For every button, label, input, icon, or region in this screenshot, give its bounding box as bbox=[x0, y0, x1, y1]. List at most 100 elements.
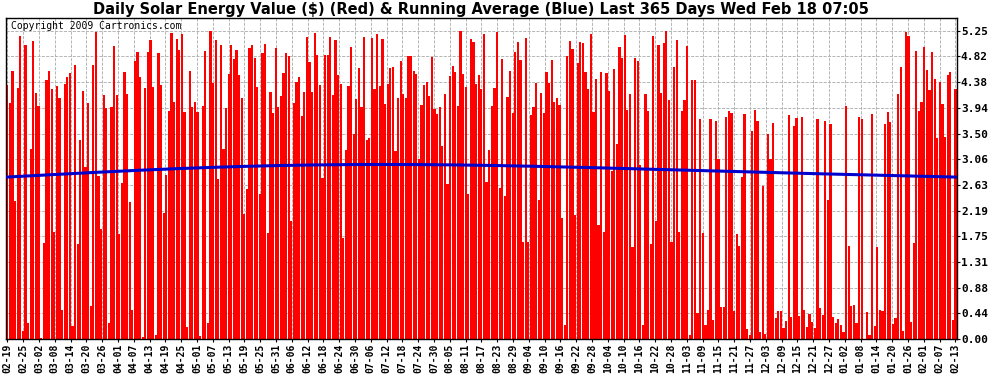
Bar bbox=[74, 65, 76, 339]
Bar bbox=[649, 244, 651, 339]
Bar bbox=[330, 37, 332, 339]
Bar bbox=[253, 58, 255, 339]
Bar bbox=[644, 94, 646, 339]
Bar bbox=[954, 89, 956, 339]
Bar bbox=[632, 248, 634, 339]
Bar bbox=[600, 72, 602, 339]
Bar bbox=[48, 72, 50, 339]
Bar bbox=[894, 318, 897, 339]
Bar bbox=[616, 144, 618, 339]
Bar bbox=[363, 37, 365, 339]
Bar bbox=[733, 310, 736, 339]
Bar bbox=[188, 71, 191, 339]
Bar bbox=[637, 61, 639, 339]
Bar bbox=[824, 122, 827, 339]
Bar bbox=[538, 200, 540, 339]
Bar bbox=[830, 124, 832, 339]
Bar bbox=[605, 73, 608, 339]
Bar bbox=[827, 200, 829, 339]
Bar bbox=[743, 114, 745, 339]
Bar bbox=[852, 304, 855, 339]
Bar bbox=[814, 328, 816, 339]
Bar bbox=[543, 114, 545, 339]
Bar bbox=[819, 308, 821, 339]
Bar bbox=[642, 325, 644, 339]
Bar bbox=[105, 108, 108, 339]
Bar bbox=[152, 87, 154, 339]
Bar bbox=[921, 102, 923, 339]
Bar bbox=[910, 322, 912, 339]
Bar bbox=[429, 96, 431, 339]
Bar bbox=[314, 33, 316, 339]
Bar bbox=[939, 82, 940, 339]
Bar bbox=[202, 106, 204, 339]
Bar bbox=[290, 221, 292, 339]
Bar bbox=[751, 131, 753, 339]
Bar bbox=[58, 98, 60, 339]
Bar bbox=[916, 51, 918, 339]
Bar bbox=[324, 55, 327, 339]
Bar bbox=[251, 45, 253, 339]
Bar bbox=[207, 323, 209, 339]
Bar bbox=[595, 79, 597, 339]
Bar bbox=[355, 99, 357, 339]
Bar bbox=[244, 214, 246, 339]
Bar bbox=[103, 95, 105, 339]
Bar bbox=[561, 218, 563, 339]
Bar bbox=[640, 165, 642, 339]
Bar bbox=[608, 91, 610, 339]
Bar bbox=[400, 61, 402, 339]
Bar bbox=[563, 325, 566, 339]
Bar bbox=[884, 124, 886, 339]
Bar bbox=[407, 56, 410, 339]
Bar bbox=[943, 136, 946, 339]
Bar bbox=[555, 98, 558, 339]
Bar bbox=[485, 182, 488, 339]
Bar bbox=[316, 55, 319, 339]
Bar bbox=[806, 327, 808, 339]
Bar bbox=[426, 82, 428, 339]
Bar bbox=[587, 89, 589, 339]
Bar bbox=[817, 119, 819, 339]
Bar bbox=[357, 68, 360, 339]
Bar bbox=[194, 102, 196, 339]
Bar bbox=[686, 46, 688, 339]
Bar bbox=[454, 72, 456, 339]
Bar bbox=[892, 324, 894, 339]
Bar bbox=[368, 138, 370, 339]
Bar bbox=[261, 53, 263, 339]
Bar bbox=[287, 56, 290, 339]
Bar bbox=[926, 70, 928, 339]
Bar bbox=[236, 50, 238, 339]
Bar bbox=[113, 46, 115, 339]
Bar bbox=[493, 88, 496, 339]
Bar bbox=[569, 41, 571, 339]
Bar bbox=[951, 320, 954, 339]
Bar bbox=[550, 60, 552, 339]
Bar bbox=[491, 106, 493, 339]
Bar bbox=[82, 92, 84, 339]
Bar bbox=[657, 45, 659, 339]
Bar bbox=[761, 186, 764, 339]
Bar bbox=[241, 98, 243, 339]
Bar bbox=[124, 72, 126, 339]
Bar bbox=[157, 53, 159, 339]
Bar bbox=[621, 58, 623, 339]
Bar bbox=[590, 34, 592, 339]
Bar bbox=[574, 215, 576, 339]
Bar bbox=[340, 84, 342, 339]
Bar bbox=[139, 77, 142, 339]
Bar bbox=[603, 232, 605, 339]
Bar bbox=[298, 76, 300, 339]
Bar bbox=[402, 94, 404, 339]
Bar bbox=[142, 338, 144, 339]
Bar bbox=[902, 332, 905, 339]
Bar bbox=[707, 310, 709, 339]
Bar bbox=[905, 32, 907, 339]
Bar bbox=[38, 106, 40, 339]
Bar bbox=[345, 150, 347, 339]
Bar bbox=[451, 66, 453, 339]
Bar bbox=[822, 315, 824, 339]
Bar bbox=[154, 335, 156, 339]
Bar bbox=[272, 114, 274, 339]
